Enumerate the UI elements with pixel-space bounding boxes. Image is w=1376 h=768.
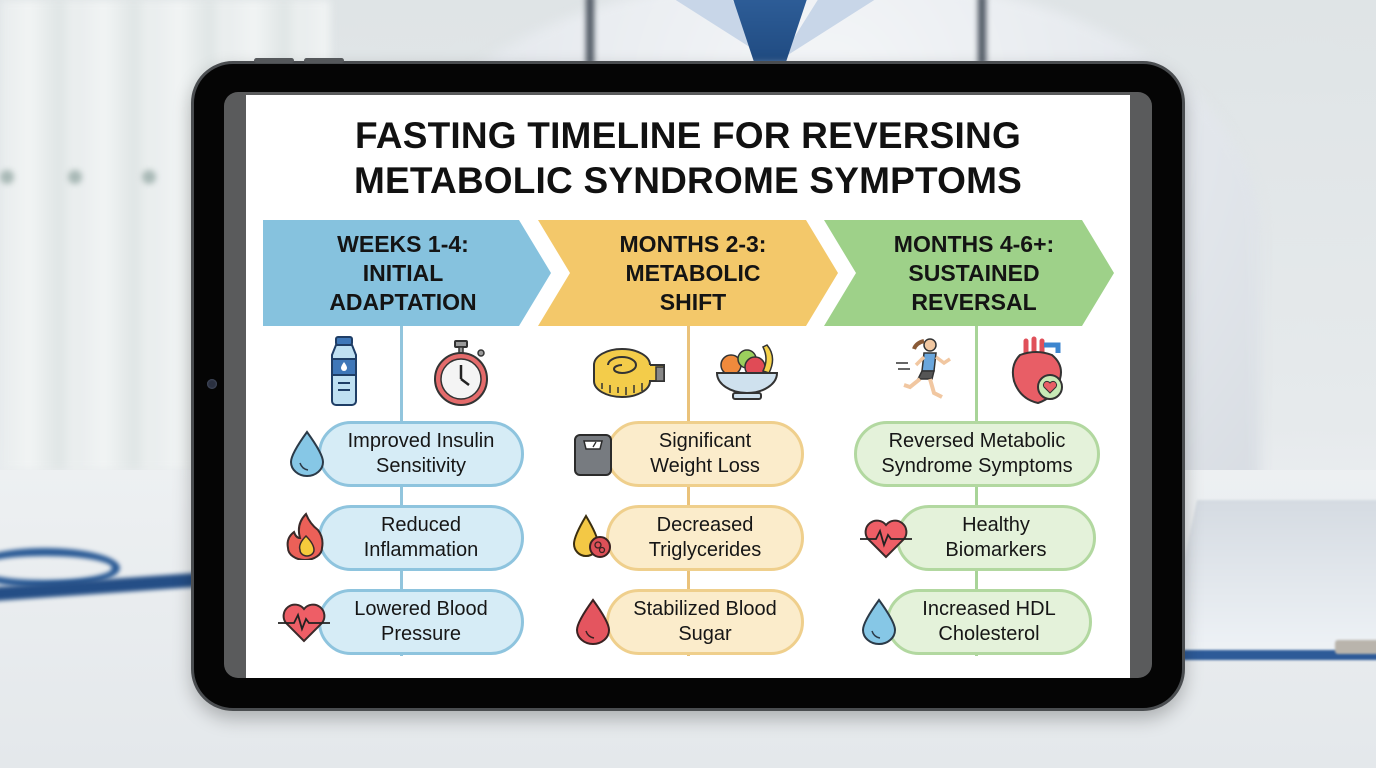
tablet-device: FASTING TIMELINE FOR REVERSING METABOLIC… [191,58,1185,711]
screen-bezel: FASTING TIMELINE FOR REVERSING METABOLIC… [224,92,1152,678]
phase-header-months-4-6: MONTHS 4-6+: SUSTAINED REVERSAL [824,220,1114,326]
benefit-lowered-blood-pressure: Lowered Blood Pressure [318,589,524,655]
benefit-text: Reduced [380,514,462,536]
title-line: METABOLIC SYNDROME SYMPTOMS [353,160,1022,201]
camera-icon [207,379,217,389]
timeline-connector [975,326,978,656]
title-line: FASTING TIMELINE FOR REVERSING [355,115,1021,156]
heart-organ-icon [1011,336,1063,405]
benefit-text: Sensitivity [375,455,467,477]
benefit-healthy-biomarkers: Healthy Biomarkers [896,505,1096,571]
page-title: FASTING TIMELINE FOR REVERSING METABOLIC… [246,113,1130,203]
benefit-text: Weight Loss [650,455,760,477]
benefit-text: Improved Insulin [347,430,495,452]
fruit-bowl-icon [715,344,779,400]
benefit-improved-insulin-sensitivity: Improved Insulin Sensitivity [318,421,524,487]
background-clipboard [1162,500,1376,660]
phase-label: METABOLIC [625,259,761,286]
phase-label: MONTHS 4-6+: [893,230,1055,257]
benefit-stabilized-blood-sugar: Stabilized Blood Sugar [606,589,804,655]
benefit-decreased-triglycerides: Decreased Triglycerides [606,505,804,571]
benefit-text: Decreased [656,514,754,536]
phase-header-weeks-1-4: WEEKS 1-4: INITIAL ADAPTATION [263,220,551,326]
phase-label: MONTHS 2-3: [619,230,767,257]
benefit-text: Sugar [678,623,732,645]
benefit-text: Inflammation [363,539,479,561]
stopwatch-icon [434,340,488,406]
benefit-text: Triglycerides [648,539,762,561]
background-clipboard-clip [1335,640,1376,654]
phase-label: REVERSAL [911,288,1037,315]
background-stethoscope-tube [978,0,986,65]
benefit-text: Healthy [962,514,1030,536]
water-drop-icon [861,598,897,645]
timeline-connector [687,326,690,656]
water-bottle-icon [331,336,357,406]
benefit-text: Cholesterol [938,623,1040,645]
benefit-text: Reversed Metabolic [888,430,1066,452]
heart-pulse-icon [278,603,330,643]
benefit-increased-hdl-cholesterol: Increased HDL Cholesterol [886,589,1092,655]
phase-label: INITIAL [362,259,444,286]
background-shelf-knob [142,170,156,184]
heart-pulse-icon [860,519,912,559]
infographic-screen: FASTING TIMELINE FOR REVERSING METABOLIC… [246,95,1130,678]
runner-icon [896,338,951,399]
flame-icon [286,512,324,560]
benefit-text: Biomarkers [945,539,1047,561]
background-stethoscope-tube [586,0,594,65]
tablet-volume-button[interactable] [304,58,344,63]
bathroom-scale-icon [574,434,612,476]
water-drop-icon [289,430,325,477]
benefit-text: Lowered Blood [354,598,488,620]
benefit-text: Syndrome Symptoms [881,455,1073,477]
benefit-text: Significant [658,430,752,452]
phase-label: SUSTAINED [908,259,1040,286]
benefit-reduced-inflammation: Reduced Inflammation [318,505,524,571]
timeline-connector [400,326,403,656]
background-shelf-knob [68,170,82,184]
benefit-reversed-metabolic-syndrome-symptoms: Reversed Metabolic Syndrome Symptoms [854,421,1100,487]
blood-drop-icon [575,598,611,645]
fat-droplet-icon [572,514,611,558]
measuring-tape-icon [593,348,665,398]
tablet-volume-button[interactable] [254,58,294,63]
phase-header-months-2-3: MONTHS 2-3: METABOLIC SHIFT [538,220,838,326]
benefit-text: Stabilized Blood [633,598,777,620]
benefit-significant-weight-loss: Significant Weight Loss [606,421,804,487]
phase-label: ADAPTATION [329,288,477,315]
benefit-text: Increased HDL [922,598,1056,620]
phase-label: SHIFT [659,288,727,315]
phase-label: WEEKS 1-4: [337,230,469,257]
benefit-text: Pressure [380,623,462,645]
background-shelf-knob [0,170,14,184]
